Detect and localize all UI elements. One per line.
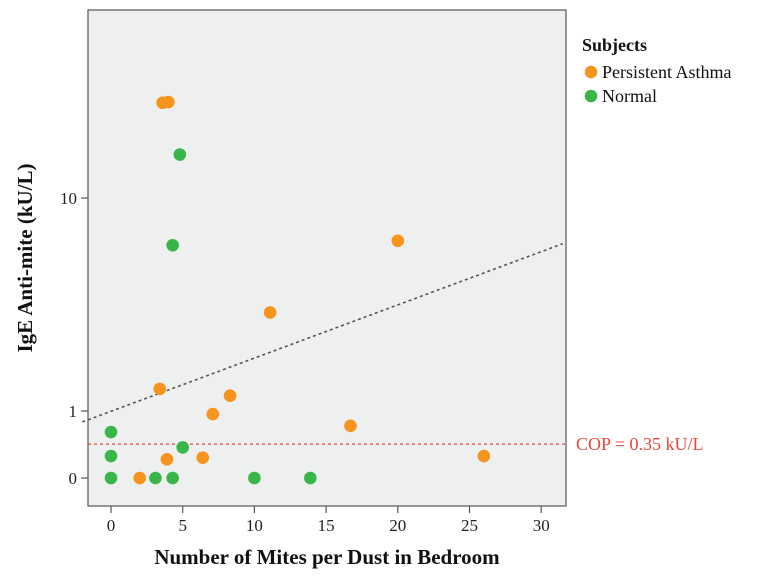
y-tick-label: 1 bbox=[69, 402, 78, 421]
data-points bbox=[104, 95, 491, 485]
x-axis-title: Number of Mites per Dust in Bedroom bbox=[154, 545, 500, 569]
legend-items: Persistent Asthma Normal bbox=[584, 62, 732, 106]
y-tick-label: 10 bbox=[60, 189, 77, 208]
legend-label: Normal bbox=[602, 86, 657, 106]
asthma-point bbox=[196, 451, 210, 464]
asthma-point bbox=[133, 471, 146, 485]
asthma-point bbox=[391, 234, 405, 248]
normal-point bbox=[166, 238, 179, 252]
x-axis: 0 5 10 15 20 25 30 bbox=[107, 506, 550, 535]
legend-label: Persistent Asthma bbox=[602, 62, 732, 82]
normal-point bbox=[149, 471, 162, 485]
x-tick-label: 25 bbox=[461, 516, 478, 535]
legend-swatch bbox=[584, 65, 598, 79]
legend: Subjects Persistent Asthma Normal bbox=[582, 35, 732, 106]
x-tick-label: 10 bbox=[246, 516, 263, 535]
asthma-point bbox=[206, 407, 220, 421]
cop-reference-label: COP = 0.35 kU/L bbox=[576, 434, 704, 454]
normal-point bbox=[304, 471, 317, 485]
asthma-point bbox=[160, 453, 174, 466]
legend-title: Subjects bbox=[582, 35, 647, 55]
x-tick-label: 5 bbox=[178, 516, 187, 535]
x-tick-label: 15 bbox=[318, 516, 335, 535]
normal-point bbox=[104, 471, 118, 485]
legend-swatch bbox=[584, 89, 598, 103]
plot-area bbox=[87, 9, 567, 507]
y-axis: 0110100 bbox=[60, 189, 88, 488]
normal-point bbox=[173, 148, 187, 161]
normal-point bbox=[104, 425, 118, 439]
asthma-point bbox=[223, 389, 237, 402]
asthma-point bbox=[162, 95, 175, 109]
normal-point bbox=[104, 449, 118, 463]
asthma-point bbox=[263, 306, 277, 319]
asthma-point bbox=[477, 449, 491, 463]
asthma-point bbox=[153, 382, 167, 396]
asthma-point bbox=[344, 419, 357, 433]
normal-point bbox=[248, 471, 261, 485]
normal-point bbox=[166, 471, 179, 485]
x-tick-label: 0 bbox=[107, 516, 116, 535]
y-axis-title: IgE Anti-mite (kU/L) bbox=[13, 163, 37, 352]
normal-point bbox=[176, 441, 189, 454]
x-tick-label: 20 bbox=[389, 516, 406, 535]
y-tick-label: 0 bbox=[69, 469, 78, 488]
x-tick-label: 30 bbox=[533, 516, 550, 535]
